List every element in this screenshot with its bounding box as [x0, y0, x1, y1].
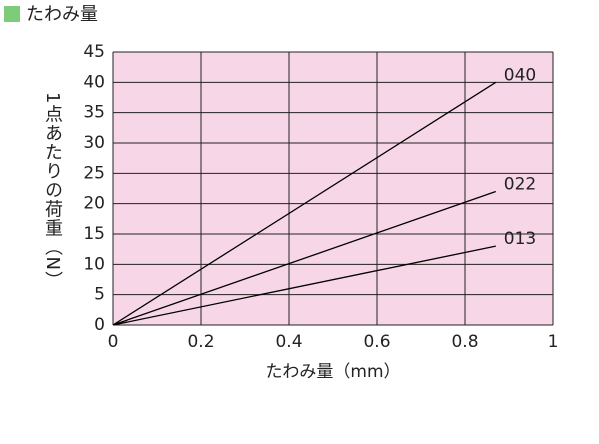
- series-label: 022: [504, 175, 536, 195]
- x-tick-label: 0.8: [451, 332, 478, 352]
- series-label: 013: [504, 229, 536, 249]
- series-line: [112, 190, 497, 326]
- x-tick-label: 0.6: [363, 332, 390, 352]
- y-tick-label: 30: [83, 133, 105, 153]
- x-tick-label: 1: [548, 332, 559, 352]
- chart-title: たわみ量: [26, 4, 98, 25]
- y-tick-label: 40: [83, 72, 105, 92]
- series-line: [112, 245, 496, 326]
- y-tick-label: 45: [83, 42, 105, 62]
- y-tick-label: 25: [83, 163, 105, 183]
- x-tick-label: 0: [108, 332, 119, 352]
- series-label: 040: [504, 65, 536, 85]
- y-tick-label: 35: [83, 103, 105, 123]
- y-tick-label: 5: [94, 285, 105, 305]
- plot-background: [113, 52, 553, 325]
- series-line: [112, 81, 497, 326]
- title-marker: [4, 6, 20, 22]
- y-tick-label: 15: [83, 224, 105, 244]
- y-tick-label: 0: [94, 315, 105, 335]
- x-tick-label: 0.2: [187, 332, 214, 352]
- y-tick-label: 20: [83, 194, 105, 214]
- x-axis-label: たわみ量（mm）: [265, 362, 400, 382]
- y-tick-label: 10: [83, 254, 105, 274]
- x-tick-label: 0.4: [275, 332, 302, 352]
- y-axis-label: 1点あたりの荷重（N）: [42, 92, 63, 290]
